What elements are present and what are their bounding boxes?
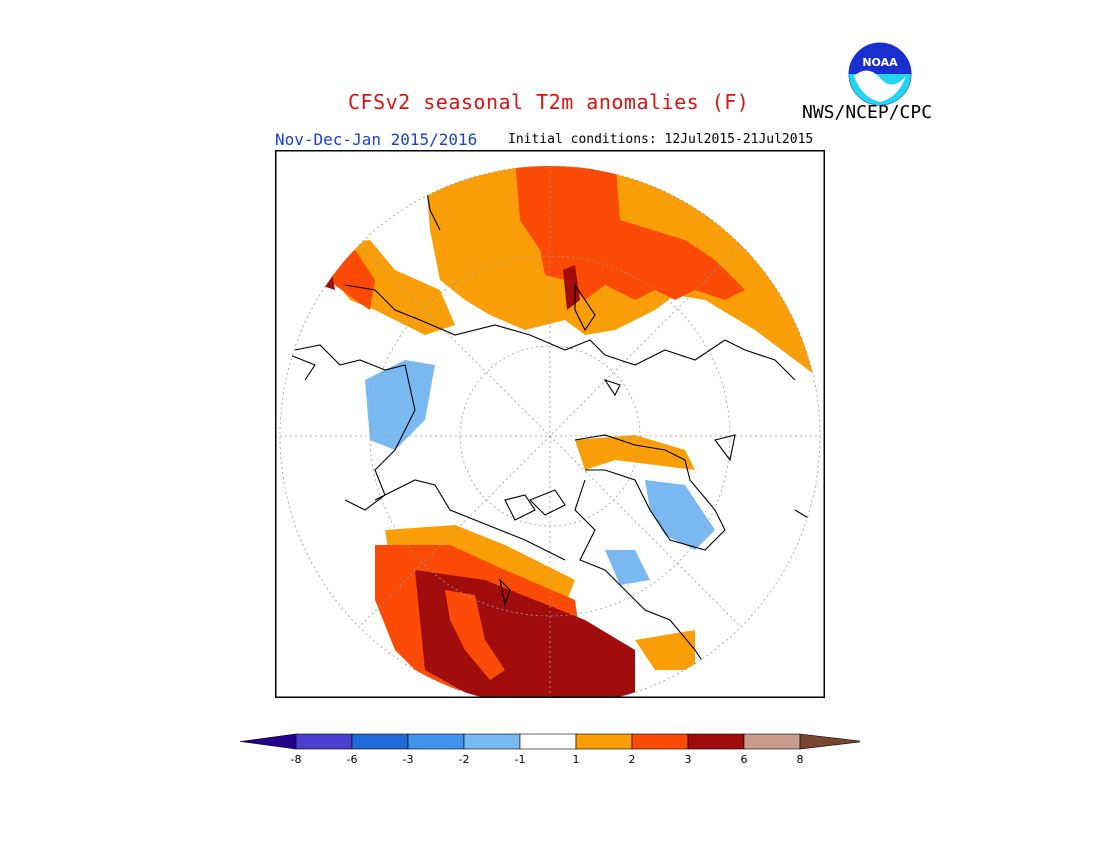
legend-cells <box>240 733 860 750</box>
legend-tick-label: -3 <box>403 753 414 766</box>
field-useast-warm <box>635 630 695 670</box>
map-title: CFSv2 seasonal T2m anomalies (F) <box>348 90 750 114</box>
legend-cell <box>463 733 521 750</box>
field-pacific-band <box>445 590 505 680</box>
noaa-logo: NOAA <box>848 42 912 106</box>
legend-ticks: -8 -6 -3 -2 -1 1 2 3 6 8 <box>291 753 804 766</box>
forecast-period: Nov-Dec-Jan 2015/2016 <box>275 130 478 149</box>
legend-arrow-high <box>799 733 860 750</box>
legend-cell <box>407 733 465 750</box>
legend-arrow-low <box>240 733 297 750</box>
legend-cell <box>575 733 633 750</box>
field-hudson-cool <box>645 480 715 550</box>
legend-tick-label: 1 <box>573 753 580 766</box>
legend-tick-label: 8 <box>797 753 804 766</box>
color-legend: -8 -6 -3 -2 -1 1 2 3 6 8 <box>240 733 860 766</box>
initial-conditions: Initial conditions: 12Jul2015-21Jul2015 <box>508 132 814 147</box>
agency-label: NWS/NCEP/CPC <box>802 102 933 123</box>
field-canada-warm <box>575 435 695 470</box>
legend-tick-label: -1 <box>515 753 526 766</box>
legend-tick-label: 3 <box>685 753 692 766</box>
legend-cell <box>687 733 745 750</box>
map-frame <box>275 150 825 698</box>
legend-tick-label: -6 <box>347 753 358 766</box>
legend-cell <box>631 733 689 750</box>
legend-tick-label: -2 <box>459 753 470 766</box>
field-siberia-hot <box>515 166 745 300</box>
legend-tick-label: -8 <box>291 753 302 766</box>
logo-text: NOAA <box>862 56 898 69</box>
legend-cell <box>743 733 801 750</box>
legend-tick-label: 2 <box>629 753 636 766</box>
field-africa-cool <box>365 360 435 450</box>
legend-tick-label: 6 <box>741 753 748 766</box>
legend-cell <box>519 733 577 750</box>
polar-map <box>275 150 825 698</box>
legend-cell <box>295 733 353 750</box>
coastlines <box>289 179 820 681</box>
field-siberia-extreme <box>563 265 580 310</box>
legend-cell <box>351 733 409 750</box>
field-labrador-cool <box>605 550 650 585</box>
